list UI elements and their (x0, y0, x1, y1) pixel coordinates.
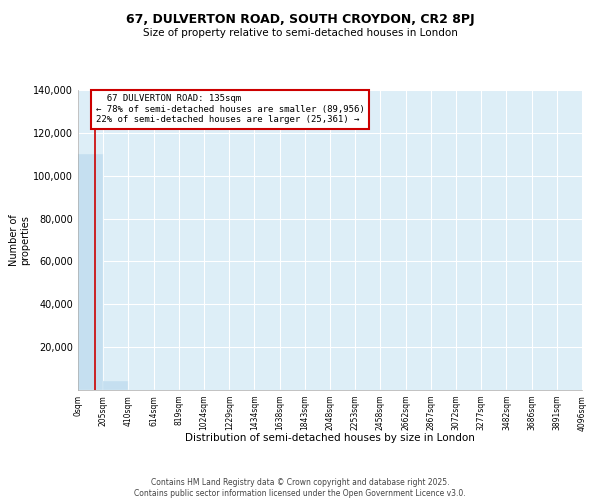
Bar (103, 382, 128, 390)
X-axis label: Distribution of semi-detached houses by size in London: Distribution of semi-detached houses by … (185, 434, 475, 444)
Text: Contains HM Land Registry data © Crown copyright and database right 2025.
Contai: Contains HM Land Registry data © Crown c… (134, 478, 466, 498)
Y-axis label: Number of
properties: Number of properties (9, 214, 31, 266)
Text: 67 DULVERTON ROAD: 135sqm
← 78% of semi-detached houses are smaller (89,956)
22%: 67 DULVERTON ROAD: 135sqm ← 78% of semi-… (96, 94, 365, 124)
Text: Size of property relative to semi-detached houses in London: Size of property relative to semi-detach… (143, 28, 457, 38)
Text: 67, DULVERTON ROAD, SOUTH CROYDON, CR2 8PJ: 67, DULVERTON ROAD, SOUTH CROYDON, CR2 8… (125, 12, 475, 26)
Bar (78, 154, 103, 390)
